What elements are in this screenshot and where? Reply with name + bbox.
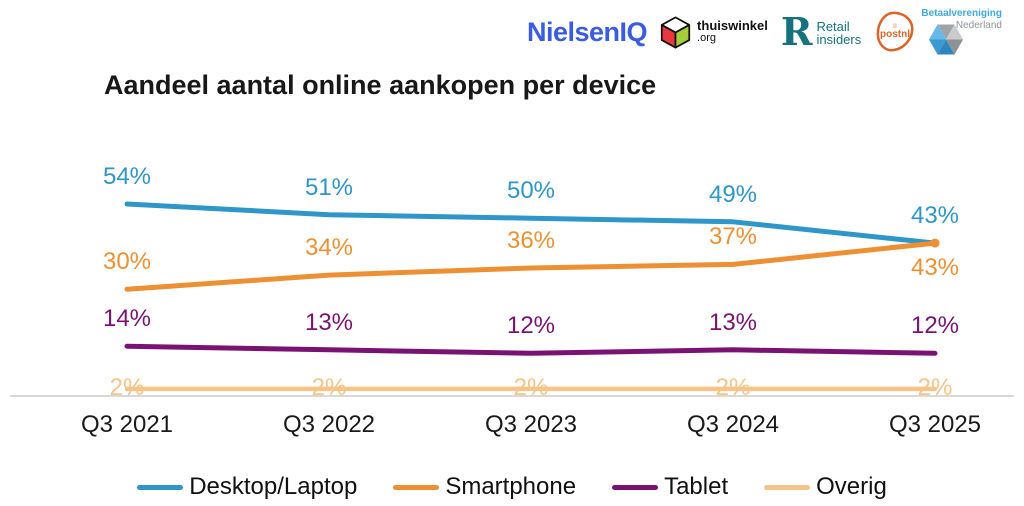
data-label: 30% (102, 248, 152, 275)
betaalvereniging-hexagon-icon (929, 24, 964, 55)
legend-item-smartphone: Smartphone (393, 473, 576, 501)
retail-insiders-logo: R Retail insiders (780, 9, 862, 55)
data-label: 43% (910, 254, 960, 281)
data-label: 12% (910, 312, 960, 339)
data-label: 50% (506, 177, 556, 204)
logo-strip: NielsenIQ thuiswinkel .org R Retail insi… (527, 5, 1002, 59)
legend-label-desktop-laptop: Desktop/Laptop (189, 473, 358, 500)
nielseniq-logo: NielsenIQ (527, 16, 648, 47)
postnl-logo-text: postnl (880, 29, 910, 40)
series-line-desktop-laptop (124, 201, 938, 246)
postnl-logo: ♕ postnl (874, 11, 916, 53)
chart-legend: Desktop/Laptop Smartphone Tablet Overig (0, 473, 1024, 501)
betaalvereniging-logo: Betaalvereniging Nederland (921, 7, 1002, 57)
data-label: 51% (304, 174, 354, 201)
retail-insiders-line2: insiders (816, 31, 862, 47)
data-label: 54% (102, 163, 152, 190)
data-label: 13% (304, 309, 354, 336)
legend-item-overig: Overig (764, 473, 887, 501)
postnl-crown-icon: ♕ (892, 22, 898, 30)
endpoint-dot (930, 238, 940, 248)
data-label: 37% (708, 223, 758, 250)
page-title: Aandeel aantal online aankopen per devic… (104, 70, 657, 100)
thuiswinkel-org-text: .org (697, 32, 717, 45)
x-tick-label: Q3 2024 (686, 411, 780, 438)
legend-item-tablet: Tablet (612, 473, 728, 501)
retail-insiders-line1: Retail (816, 18, 850, 34)
legend-label-tablet: Tablet (664, 473, 729, 500)
series-line-tablet (124, 343, 938, 356)
data-label: 49% (708, 181, 758, 208)
thuiswinkel-cube-icon (660, 16, 691, 48)
retail-insiders-monogram-icon: R (780, 9, 813, 55)
x-tick-label: Q3 2023 (484, 411, 578, 438)
series-line-smartphone (124, 240, 938, 292)
thuiswinkel-logo-text: thuiswinkel (697, 18, 768, 34)
legend-label-smartphone: Smartphone (445, 473, 577, 500)
data-label: 43% (910, 202, 960, 229)
data-label: 14% (102, 305, 152, 332)
legend-swatch-tablet (612, 484, 659, 490)
thuiswinkel-logo: thuiswinkel .org (660, 16, 768, 49)
legend-swatch-smartphone (393, 484, 440, 490)
data-label: 36% (506, 227, 556, 254)
postnl-shield-icon: ♕ postnl (876, 11, 914, 52)
betaalvereniging-line1: Betaalvereniging (921, 8, 1002, 19)
x-tick-label: Q3 2025 (888, 411, 982, 438)
data-label: 34% (304, 234, 354, 261)
legend-swatch-overig (764, 484, 811, 490)
data-label: 13% (708, 309, 758, 336)
x-tick-label: Q3 2022 (282, 411, 376, 438)
x-tick-label: Q3 2021 (80, 411, 174, 438)
legend-item-desktop-laptop: Desktop/Laptop (137, 473, 357, 501)
betaalvereniging-line2: Nederland (955, 19, 1002, 31)
data-label: 12% (506, 312, 556, 339)
legend-swatch-desktop-laptop (137, 484, 184, 490)
legend-label-overig: Overig (816, 473, 887, 500)
